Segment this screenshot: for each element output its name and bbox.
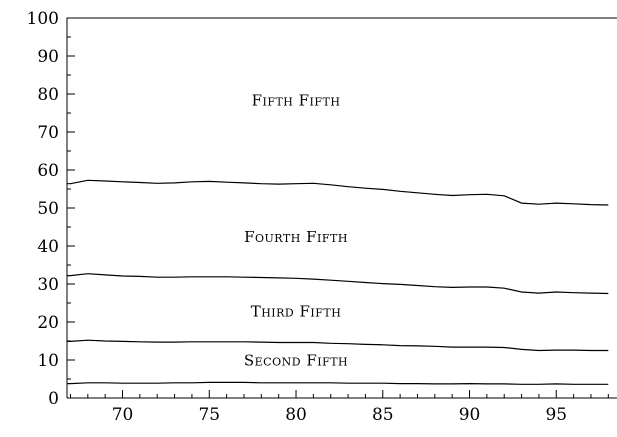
y-tick-label: 60 bbox=[37, 161, 59, 181]
region-label: Second Fifth bbox=[244, 352, 348, 370]
region-label: Third Fifth bbox=[251, 302, 342, 320]
y-tick-label: 70 bbox=[37, 123, 59, 143]
y-tick-label: 80 bbox=[37, 85, 59, 105]
y-tick-label: 40 bbox=[37, 237, 59, 257]
series-line-4 bbox=[67, 179, 609, 206]
y-tick-label: 30 bbox=[37, 275, 59, 295]
y-tick-label: 20 bbox=[37, 313, 59, 333]
x-tick-label: 85 bbox=[372, 405, 394, 425]
y-tick-label: 100 bbox=[27, 9, 59, 29]
series-line-3 bbox=[67, 273, 609, 295]
y-tick-label: 10 bbox=[37, 351, 59, 371]
series-line-1 bbox=[67, 381, 609, 385]
axis-frame bbox=[66, 17, 617, 398]
x-tick-label: 75 bbox=[198, 405, 220, 425]
x-tick-label: 80 bbox=[285, 405, 307, 425]
y-tick-label: 90 bbox=[37, 47, 59, 67]
series-layer bbox=[67, 179, 609, 385]
axes: 0 10 20 30 40 50 60 70 80 90 100 70 75 80 85 90 95 bbox=[27, 9, 617, 425]
x-tick-label: 70 bbox=[112, 405, 134, 425]
y-tick-label: 0 bbox=[48, 389, 59, 409]
y-tick-label: 50 bbox=[37, 199, 59, 219]
region-label: Fifth Fifth bbox=[252, 91, 341, 109]
x-tick-label: 90 bbox=[459, 405, 481, 425]
region-labels: Fifth Fifth Fourth Fifth Third Fifth Second… bbox=[244, 91, 348, 369]
series-line-2 bbox=[67, 339, 609, 352]
region-label: Fourth Fifth bbox=[244, 228, 348, 246]
x-tick-label: 95 bbox=[545, 405, 567, 425]
